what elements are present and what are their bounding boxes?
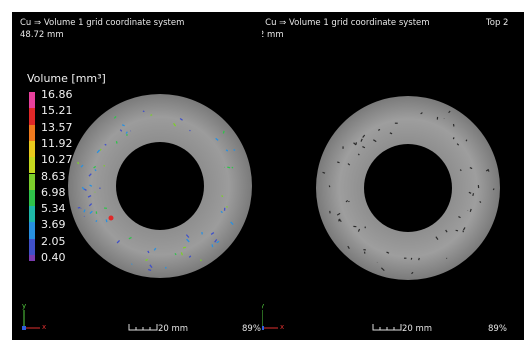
legend-swatch: [29, 238, 35, 255]
legend-swatch: [29, 140, 35, 158]
right-view-title: Top 1 Cu ⇒ Volume 1 grid coordinate syst…: [262, 18, 430, 28]
legend-swatch: [29, 157, 35, 174]
legend-value: 10.27: [41, 153, 73, 167]
zoom-level-left: 89%: [242, 324, 261, 334]
right-3d-viewport[interactable]: Top 1 Cu ⇒ Volume 1 grid coordinate syst…: [262, 12, 524, 340]
right-view-distance: 48.72 mm: [262, 30, 284, 40]
axis-y-label: y: [22, 302, 27, 310]
legend-value: 2.05: [41, 234, 66, 248]
left-cross-section-image: [68, 94, 252, 278]
scale-bar-left: [128, 324, 158, 331]
legend-value: 15.21: [41, 104, 73, 118]
legend-value: 8.63: [41, 169, 66, 183]
top-2-label: Top 2: [486, 18, 509, 28]
legend-value: 0.40: [41, 251, 66, 264]
left-view-distance: 48.72 mm: [20, 30, 64, 40]
legend-value: 13.57: [41, 120, 73, 134]
legend-title: Volume [mm³]: [27, 72, 106, 85]
legend-swatch: [29, 108, 35, 125]
axis-y-label-right: y: [262, 302, 265, 310]
scale-bar-label-right: 20 mm: [402, 324, 433, 334]
left-view-title: Cu ⇒ Volume 1 grid coordinate system: [20, 18, 185, 28]
legend-swatch: [29, 92, 35, 109]
legend-value: 5.34: [41, 202, 66, 216]
left-3d-viewport[interactable]: Cu ⇒ Volume 1 grid coordinate system 48.…: [12, 12, 268, 340]
legend-swatch: [29, 255, 35, 261]
legend-value: 11.92: [41, 136, 73, 150]
legend-swatch: [29, 124, 35, 141]
legend-swatch: [29, 189, 35, 207]
scale-bar-right: [372, 324, 402, 331]
legend-swatch: [29, 173, 35, 190]
legend-swatch: [29, 222, 35, 239]
legend-value: 3.69: [41, 218, 66, 232]
right-cross-section-image: [316, 96, 500, 280]
axis-triad-right: [262, 310, 278, 330]
axis-x-label: x: [42, 323, 47, 331]
legend-value: 16.86: [41, 88, 73, 101]
axis-triad-left: [22, 310, 40, 330]
legend-value: 6.98: [41, 185, 66, 199]
scale-bar-label-left: 20 mm: [158, 324, 189, 334]
legend-swatch: [29, 206, 35, 223]
zoom-level-right: 89%: [488, 324, 507, 334]
axis-x-label-right: x: [280, 323, 285, 331]
